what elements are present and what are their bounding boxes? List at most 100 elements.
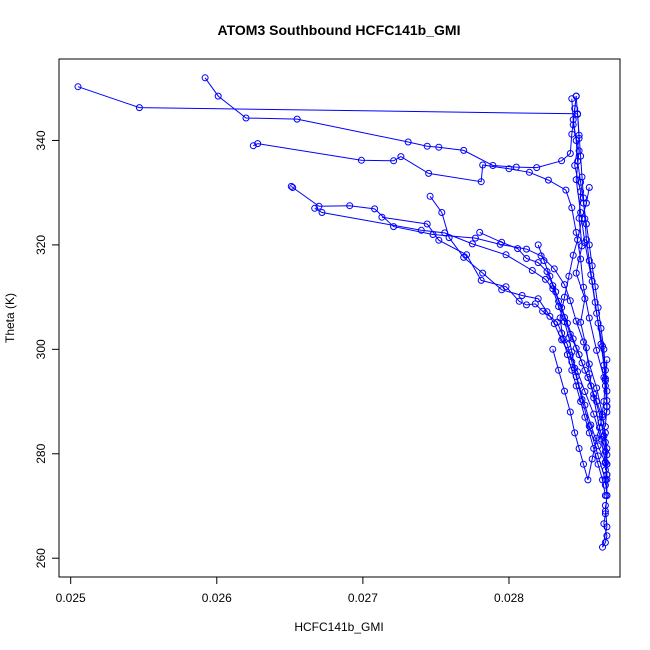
data-point: [588, 455, 596, 463]
series-line: [204, 77, 608, 427]
data-point: [445, 234, 453, 242]
series-line: [429, 196, 608, 480]
data-point: [578, 173, 586, 181]
data-point: [593, 346, 601, 354]
data-point: [201, 74, 209, 82]
data-point: [423, 220, 431, 228]
data-point: [435, 143, 443, 151]
data-point: [254, 140, 262, 148]
data-point: [600, 374, 608, 381]
data-point: [561, 293, 568, 301]
x-tick-label: 0.025: [56, 591, 86, 605]
series-group: [249, 140, 611, 404]
data-point: [533, 164, 541, 172]
series-group: [426, 192, 611, 483]
series-line: [253, 143, 608, 401]
data-point: [346, 202, 354, 210]
series-line: [537, 244, 608, 512]
data-point: [599, 543, 606, 551]
data-point: [426, 192, 434, 200]
data-point: [566, 150, 574, 157]
data-point: [591, 283, 599, 291]
data-point: [534, 241, 542, 249]
data-point: [558, 336, 566, 344]
data-point: [585, 314, 593, 322]
data-point: [572, 269, 580, 277]
data-point: [584, 374, 592, 381]
data-point: [531, 300, 539, 308]
data-point: [460, 146, 468, 154]
data-point: [575, 351, 583, 359]
data-point: [556, 314, 564, 322]
x-tick-label: 0.028: [494, 591, 524, 605]
data-point: [311, 204, 319, 212]
data-point: [242, 114, 250, 122]
data-point: [555, 366, 563, 374]
data-point: [603, 445, 611, 452]
y-tick-label: 280: [34, 443, 48, 463]
data-point: [594, 304, 602, 312]
data-point: [599, 476, 606, 484]
data-point: [371, 205, 379, 213]
data-point: [587, 421, 595, 429]
series-line: [571, 98, 608, 412]
series-line: [552, 349, 608, 481]
series-group: [378, 213, 609, 484]
data-point: [584, 476, 592, 484]
data-point: [528, 267, 536, 274]
data-point: [569, 335, 577, 343]
data-point: [572, 344, 580, 352]
data-point: [468, 240, 476, 248]
data-point: [585, 184, 593, 191]
data-point: [578, 215, 586, 223]
data-point: [585, 360, 593, 368]
x-tick-label: 0.026: [202, 591, 232, 605]
data-point: [578, 359, 586, 367]
data-point: [585, 422, 593, 430]
data-point: [287, 182, 295, 190]
data-point: [549, 282, 557, 290]
data-point: [603, 523, 611, 531]
data-point: [489, 162, 497, 169]
data-point: [574, 236, 582, 244]
data-point: [357, 156, 365, 164]
series-group: [572, 92, 611, 411]
data-point: [582, 344, 590, 352]
data-point: [562, 186, 570, 194]
data-point: [289, 184, 297, 191]
series-line: [479, 231, 608, 471]
y-axis-label: Theta (K): [3, 293, 17, 343]
data-point: [566, 297, 574, 305]
data-point: [550, 320, 558, 328]
data-point: [417, 226, 425, 234]
data-point: [603, 356, 611, 364]
data-point: [471, 234, 479, 242]
data-point: [597, 340, 605, 348]
y-tick-label: 320: [34, 235, 48, 255]
data-point: [438, 209, 446, 216]
data-point: [550, 265, 558, 273]
data-point: [585, 257, 593, 265]
data-point: [575, 445, 583, 452]
data-point: [544, 176, 552, 184]
data-point: [559, 335, 567, 343]
y-tick-label: 260: [34, 548, 48, 568]
series-line: [77, 86, 608, 548]
x-axis: 0.025 0.026 0.027 0.028: [56, 576, 524, 605]
data-point: [594, 452, 602, 460]
data-point: [568, 366, 576, 374]
data-point: [575, 131, 583, 139]
data-point: [546, 272, 554, 280]
data-point: [582, 236, 590, 244]
data-point: [582, 199, 590, 207]
data-point: [581, 366, 589, 374]
data-point: [558, 157, 566, 165]
data-point: [378, 213, 386, 221]
data-point: [601, 429, 609, 437]
data-point: [590, 390, 598, 398]
data-point: [477, 276, 485, 284]
data-point: [601, 377, 609, 385]
data-point: [601, 507, 609, 515]
data-point: [580, 283, 587, 291]
data-point: [577, 318, 585, 326]
